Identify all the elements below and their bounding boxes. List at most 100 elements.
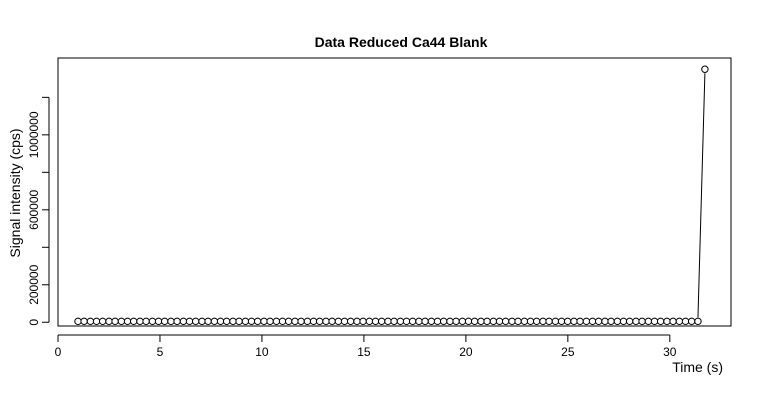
data-point	[694, 317, 702, 326]
data-point	[260, 317, 268, 326]
data-point	[365, 317, 374, 326]
data-point	[204, 317, 212, 326]
data-point	[588, 317, 597, 326]
data-point	[656, 317, 665, 326]
x-tick-label: 10	[255, 345, 269, 359]
data-point	[613, 317, 622, 326]
x-tick-label: 30	[663, 345, 677, 359]
data-point	[408, 317, 417, 326]
data-point	[185, 317, 194, 326]
x-tick-label: 25	[561, 345, 575, 359]
data-point	[284, 317, 293, 326]
data-point	[446, 317, 454, 326]
data-point	[594, 317, 603, 326]
data-point	[98, 317, 107, 326]
data-point	[570, 317, 578, 326]
x-tick-label: 20	[459, 345, 473, 359]
data-point	[278, 317, 287, 326]
data-point	[173, 317, 181, 326]
data-point	[582, 317, 591, 326]
data-point	[669, 317, 677, 326]
data-point	[303, 317, 312, 326]
data-point	[687, 317, 696, 326]
data-point	[340, 317, 349, 326]
data-point	[117, 317, 126, 326]
data-point	[701, 65, 709, 73]
data-point	[229, 317, 237, 326]
data-point	[644, 317, 653, 326]
data-point	[576, 317, 584, 326]
data-point	[315, 317, 324, 326]
x-tick-label: 0	[55, 345, 62, 359]
data-point	[74, 317, 82, 326]
data-point	[557, 317, 566, 326]
data-point	[464, 317, 473, 326]
data-point	[111, 317, 119, 326]
data-point	[625, 317, 634, 326]
data-point	[545, 317, 553, 326]
data-point	[291, 317, 299, 326]
data-point	[80, 317, 88, 326]
data-point	[520, 317, 529, 326]
data-point	[272, 317, 281, 326]
data-point	[439, 317, 448, 326]
data-point	[675, 317, 684, 326]
data-point	[359, 317, 367, 326]
data-point	[433, 317, 442, 326]
data-point	[452, 317, 460, 326]
data-point	[179, 317, 188, 326]
data-point	[508, 317, 516, 326]
y-axis-label: Signal intensity (cps)	[7, 128, 23, 257]
data-point	[601, 317, 609, 326]
data-point	[619, 317, 628, 326]
data-point	[322, 317, 330, 326]
data-point	[328, 317, 336, 326]
data-point	[86, 317, 95, 326]
data-point	[136, 317, 144, 326]
y-tick-label: 0	[27, 319, 41, 326]
data-point	[191, 317, 200, 326]
series-connecting-line	[697, 73, 706, 318]
series-segment	[697, 73, 706, 318]
data-point	[142, 317, 150, 326]
x-axis: 0 5 10 15 20 25 30	[55, 334, 677, 359]
data-point	[650, 317, 659, 326]
data-points	[74, 65, 709, 326]
y-tick-label: 200000	[27, 264, 41, 304]
data-point	[377, 317, 386, 326]
data-point	[235, 317, 243, 326]
data-point	[607, 317, 615, 326]
plot-frame	[57, 57, 732, 327]
data-point	[477, 317, 485, 326]
data-point	[371, 317, 380, 326]
y-tick-label: 600000	[27, 189, 41, 229]
data-point	[346, 317, 355, 326]
data-point	[421, 317, 429, 326]
data-point	[483, 317, 491, 326]
data-point	[167, 317, 175, 326]
data-point	[92, 317, 101, 326]
data-point	[458, 317, 467, 326]
data-point	[210, 317, 219, 326]
data-point	[384, 317, 392, 326]
data-point	[402, 317, 411, 326]
x-axis-label: Time (s)	[672, 359, 723, 375]
data-point	[297, 317, 305, 326]
data-point	[470, 317, 479, 326]
data-point	[390, 317, 398, 326]
data-point	[123, 317, 132, 326]
data-point	[353, 317, 361, 326]
y-tick-label: 1000000	[27, 111, 41, 158]
data-point	[334, 317, 343, 326]
data-point	[216, 317, 225, 326]
data-point	[563, 317, 572, 326]
chart-title: Data Reduced Ca44 Blank	[315, 34, 488, 50]
data-point	[253, 317, 262, 326]
data-point	[105, 317, 113, 326]
data-point	[154, 317, 163, 326]
y-axis: 0 200000 600000 1000000	[27, 96, 50, 326]
x-tick-label: 5	[157, 345, 164, 359]
data-point	[551, 317, 560, 326]
data-point	[241, 317, 250, 326]
